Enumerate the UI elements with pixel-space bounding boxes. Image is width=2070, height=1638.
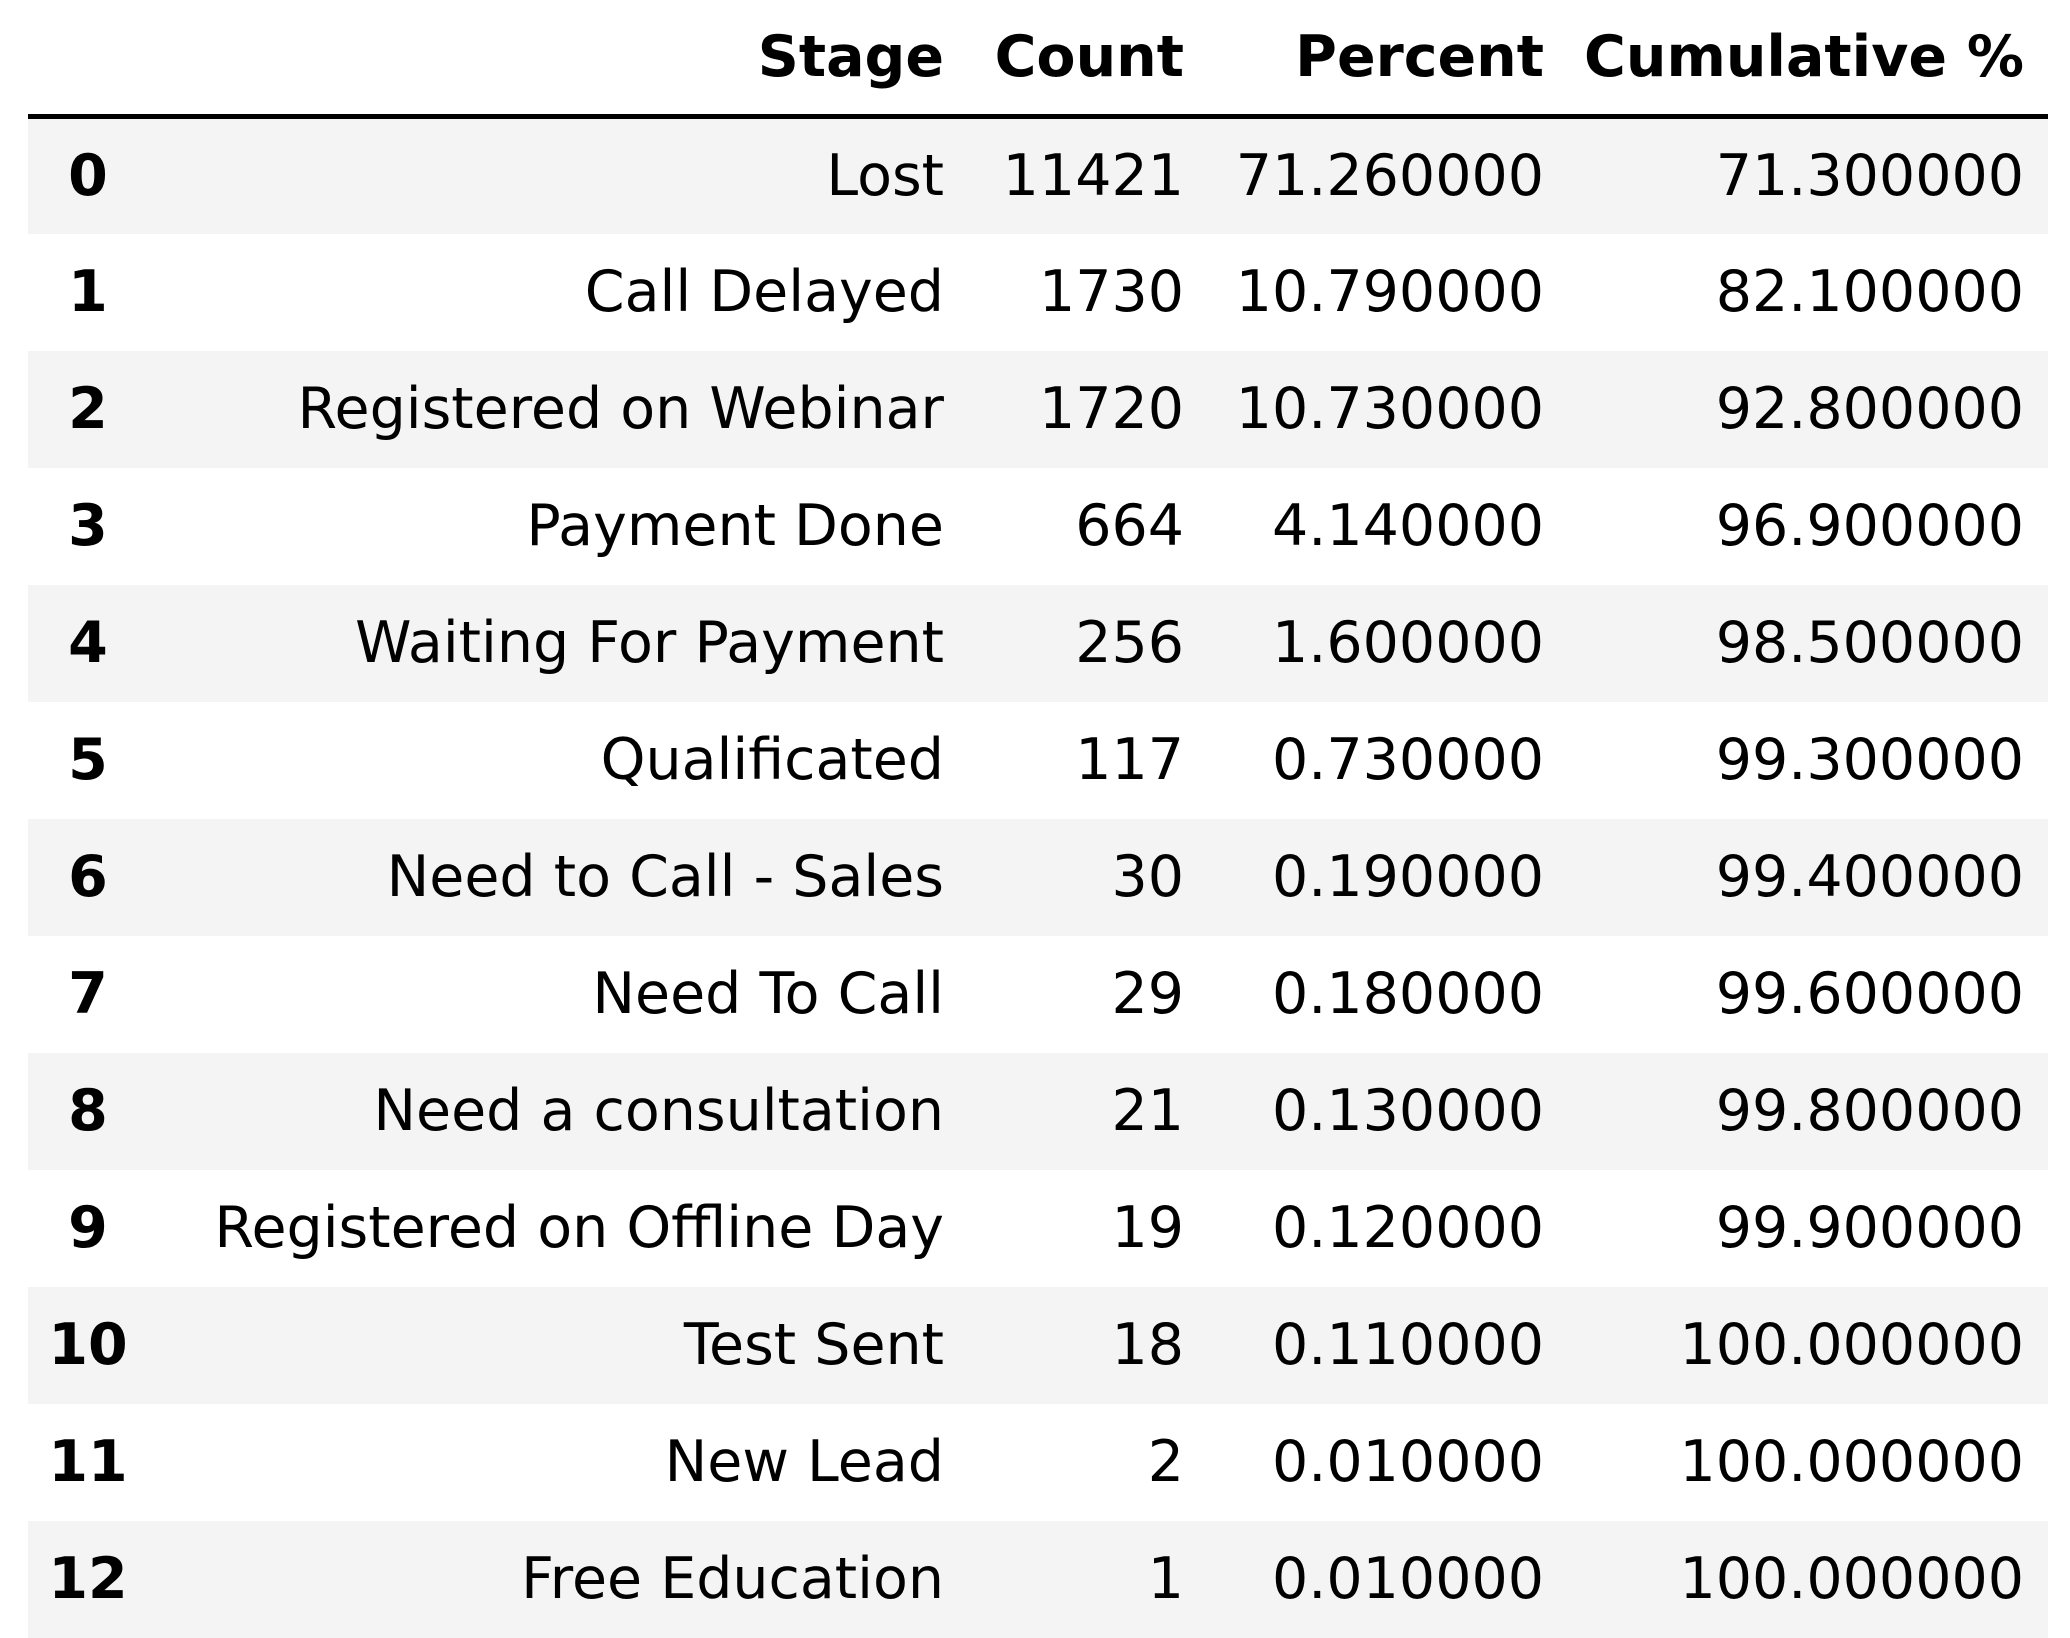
row-index: 11 bbox=[48, 1428, 128, 1495]
row-index: 6 bbox=[68, 843, 108, 910]
table-row: 5 Qualificated 117 0.730000 99.300000 bbox=[28, 701, 2048, 819]
cell-count: 11421 bbox=[1002, 142, 1184, 209]
cell-count: 30 bbox=[1111, 843, 1184, 910]
cell-stage: Registered on Webinar bbox=[297, 375, 944, 442]
cell-stage: New Lead bbox=[664, 1428, 944, 1495]
cell-cumulative: 99.600000 bbox=[1715, 960, 2024, 1027]
cell-count: 18 bbox=[1111, 1311, 1184, 1378]
cell-cumulative: 100.000000 bbox=[1679, 1545, 2024, 1612]
cell-percent: 10.790000 bbox=[1235, 258, 1544, 325]
row-index: 4 bbox=[68, 609, 108, 676]
row-index: 12 bbox=[48, 1545, 128, 1612]
header-row: Stage Count Percent Cumulative % bbox=[28, 0, 2048, 119]
stage-summary-table: Stage Count Percent Cumulative % 0 Lost 11… bbox=[28, 0, 2048, 1638]
cell-count: 29 bbox=[1111, 960, 1184, 1027]
cell-count: 1730 bbox=[1038, 258, 1184, 325]
cell-count: 19 bbox=[1111, 1194, 1184, 1261]
cell-percent: 0.730000 bbox=[1272, 726, 1544, 793]
cell-stage: Qualificated bbox=[600, 726, 944, 793]
header-count: Count bbox=[968, 0, 1208, 119]
header-stage: Stage bbox=[148, 0, 968, 119]
cell-percent: 10.730000 bbox=[1235, 375, 1544, 442]
cell-cumulative: 100.000000 bbox=[1679, 1428, 2024, 1495]
table-row: 2 Registered on Webinar 1720 10.730000 92.80… bbox=[28, 350, 2048, 468]
cell-cumulative: 96.900000 bbox=[1715, 492, 2024, 559]
cell-percent: 0.130000 bbox=[1272, 1077, 1544, 1144]
cell-percent: 1.600000 bbox=[1272, 609, 1544, 676]
cell-stage: Call Delayed bbox=[584, 258, 944, 325]
cell-percent: 0.120000 bbox=[1272, 1194, 1544, 1261]
header-index bbox=[28, 0, 148, 119]
row-index: 8 bbox=[68, 1077, 108, 1144]
table-row: 11 New Lead 2 0.010000 100.000000 bbox=[28, 1403, 2048, 1521]
cell-stage: Registered on Offline Day bbox=[214, 1194, 944, 1261]
cell-cumulative: 98.500000 bbox=[1715, 609, 2024, 676]
cell-cumulative: 82.100000 bbox=[1715, 258, 2024, 325]
row-index: 0 bbox=[68, 142, 108, 209]
cell-count: 21 bbox=[1111, 1077, 1184, 1144]
cell-percent: 0.180000 bbox=[1272, 960, 1544, 1027]
table-row: 10 Test Sent 18 0.110000 100.000000 bbox=[28, 1286, 2048, 1404]
row-index: 2 bbox=[68, 375, 108, 442]
cell-cumulative: 99.400000 bbox=[1715, 843, 2024, 910]
row-index: 7 bbox=[68, 960, 108, 1027]
table-row: 7 Need To Call 29 0.180000 99.600000 bbox=[28, 935, 2048, 1053]
table-row: 8 Need a consultation 21 0.130000 99.800000 bbox=[28, 1052, 2048, 1170]
cell-stage: Need a consultation bbox=[373, 1077, 944, 1144]
cell-percent: 0.110000 bbox=[1272, 1311, 1544, 1378]
row-index: 9 bbox=[68, 1194, 108, 1261]
table-row: 9 Registered on Offline Day 19 0.120000 99.9… bbox=[28, 1169, 2048, 1287]
row-index: 3 bbox=[68, 492, 108, 559]
cell-stage: Test Sent bbox=[683, 1311, 944, 1378]
dataframe-container: Stage Count Percent Cumulative % 0 Lost 11… bbox=[28, 0, 2048, 1638]
cell-stage: Need to Call - Sales bbox=[386, 843, 944, 910]
row-index: 1 bbox=[68, 258, 108, 325]
table-row: 12 Free Education 1 0.010000 100.000000 bbox=[28, 1520, 2048, 1638]
row-index: 10 bbox=[48, 1311, 128, 1378]
header-percent: Percent bbox=[1208, 0, 1568, 119]
cell-stage: Need To Call bbox=[592, 960, 944, 1027]
cell-stage: Waiting For Payment bbox=[355, 609, 944, 676]
cell-count: 1 bbox=[1147, 1545, 1184, 1612]
cell-percent: 71.260000 bbox=[1235, 142, 1544, 209]
cell-percent: 0.190000 bbox=[1272, 843, 1544, 910]
cell-percent: 0.010000 bbox=[1272, 1545, 1544, 1612]
cell-stage: Free Education bbox=[521, 1545, 944, 1612]
cell-percent: 0.010000 bbox=[1272, 1428, 1544, 1495]
header-cumulative: Cumulative % bbox=[1568, 0, 2048, 119]
table-body: 0 Lost 11421 71.260000 71.300000 1 Call Delaye… bbox=[28, 116, 2048, 1638]
cell-percent: 4.140000 bbox=[1272, 492, 1544, 559]
row-index: 5 bbox=[68, 726, 108, 793]
table-row: 6 Need to Call - Sales 30 0.190000 99.400000 bbox=[28, 818, 2048, 936]
table-row: 0 Lost 11421 71.260000 71.300000 bbox=[28, 116, 2048, 234]
cell-cumulative: 99.300000 bbox=[1715, 726, 2024, 793]
cell-stage: Payment Done bbox=[526, 492, 944, 559]
table-row: 1 Call Delayed 1730 10.790000 82.100000 bbox=[28, 233, 2048, 351]
cell-cumulative: 100.000000 bbox=[1679, 1311, 2024, 1378]
cell-count: 117 bbox=[1075, 726, 1184, 793]
cell-count: 256 bbox=[1075, 609, 1184, 676]
cell-cumulative: 99.800000 bbox=[1715, 1077, 2024, 1144]
cell-stage: Lost bbox=[826, 142, 944, 209]
table-header: Stage Count Percent Cumulative % bbox=[28, 0, 2048, 119]
cell-count: 1720 bbox=[1038, 375, 1184, 442]
cell-count: 2 bbox=[1147, 1428, 1184, 1495]
table-row: 4 Waiting For Payment 256 1.600000 98.500000 bbox=[28, 584, 2048, 702]
cell-cumulative: 99.900000 bbox=[1715, 1194, 2024, 1261]
cell-cumulative: 71.300000 bbox=[1715, 142, 2024, 209]
cell-cumulative: 92.800000 bbox=[1715, 375, 2024, 442]
table-row: 3 Payment Done 664 4.140000 96.900000 bbox=[28, 467, 2048, 585]
cell-count: 664 bbox=[1075, 492, 1184, 559]
